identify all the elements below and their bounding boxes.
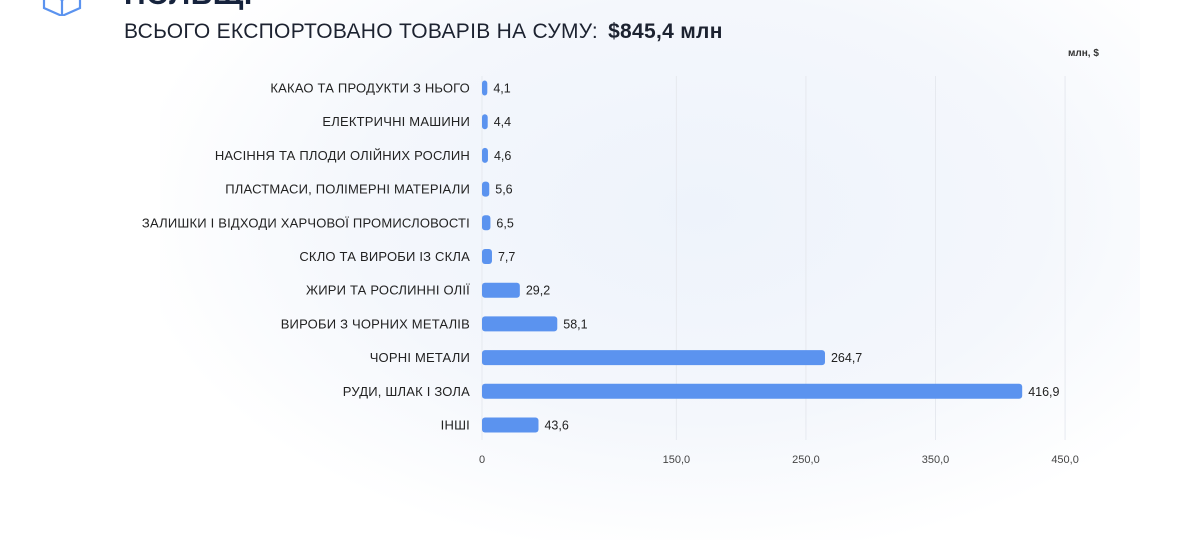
category-label: НАСІННЯ ТА ПЛОДИ ОЛІЙНИХ РОСЛИН (215, 148, 470, 163)
unit-label: млн, $ (1068, 48, 1099, 59)
category-label: ЖИРИ ТА РОСЛИННІ ОЛІЇ (306, 283, 470, 298)
value-label: 264,7 (831, 351, 862, 365)
category-label: РУДИ, ШЛАК І ЗОЛА (343, 384, 470, 399)
bar (482, 350, 825, 366)
page-title: ПОЛЬЩІ (124, 0, 253, 12)
value-label: 416,9 (1028, 385, 1059, 399)
category-label: ПЛАСТМАСИ, ПОЛІМЕРНІ МАТЕРІАЛИ (225, 182, 470, 197)
category-label: ЗАЛИШКИ І ВІДХОДИ ХАРЧОВОЇ ПРОМИСЛОВОСТІ (142, 215, 470, 230)
bar (482, 316, 558, 332)
value-label: 6,5 (496, 216, 513, 230)
value-label: 4,1 (493, 82, 510, 96)
category-label: КАКАО ТА ПРОДУКТИ З НЬОГО (270, 81, 470, 96)
chart-subtitle: ВСЬОГО ЕКСПОРТОВАНО ТОВАРІВ НА СУМУ: $845… (124, 20, 723, 44)
bar (482, 383, 1023, 399)
total-value: $845,4 млн (608, 20, 723, 43)
box-icon (42, 0, 82, 16)
category-label: ЕЛЕКТРИЧНІ МАШИНИ (322, 114, 470, 129)
category-label: ЧОРНІ МЕТАЛИ (370, 350, 470, 365)
bar (482, 282, 520, 298)
x-tick-label: 450,0 (1051, 454, 1079, 466)
x-tick-label: 0 (479, 454, 485, 466)
bar (482, 181, 490, 197)
category-label: ВИРОБИ З ЧОРНИХ МЕТАЛІВ (281, 316, 470, 331)
value-label: 43,6 (544, 419, 568, 433)
x-tick-label: 250,0 (792, 454, 820, 466)
x-tick-label: 350,0 (922, 454, 950, 466)
bar (482, 147, 488, 163)
bar (482, 249, 492, 264)
x-tick-label: 150,0 (663, 454, 691, 466)
category-label: СКЛО ТА ВИРОБИ ІЗ СКЛА (299, 249, 470, 264)
bar (482, 114, 488, 130)
value-label: 4,4 (494, 115, 511, 129)
bar (482, 417, 539, 433)
bar (482, 215, 491, 231)
value-label: 7,7 (498, 250, 515, 264)
value-label: 58,1 (563, 317, 587, 331)
value-label: 4,6 (494, 149, 511, 163)
subtitle-text: ВСЬОГО ЕКСПОРТОВАНО ТОВАРІВ НА СУМУ: (124, 20, 599, 43)
value-label: 29,2 (526, 284, 550, 298)
bar (482, 80, 488, 96)
bar-chart: 0 150,0 250,0 350,0 450,0 КАКАО ТА ПРОДУКТИ З… (142, 76, 1079, 466)
value-label: 5,6 (495, 183, 512, 197)
category-label: ІНШІ (441, 418, 470, 433)
